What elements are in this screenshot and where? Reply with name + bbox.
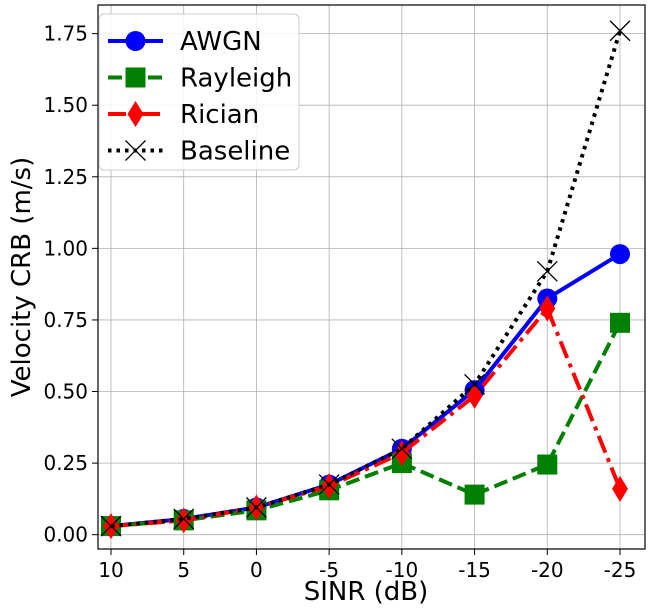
data-point	[610, 312, 630, 333]
data-point	[245, 497, 267, 518]
data-point	[391, 438, 413, 460]
axis-ticks: 10 5 0 -5 -10 -15 -20 -25 0.00 0.25 0.50 0.75 1.00 1.…	[43, 22, 636, 582]
data-point	[610, 244, 630, 265]
data-point	[100, 515, 122, 537]
series-baseline	[100, 20, 631, 537]
series-awgn	[101, 244, 630, 537]
data-point	[536, 260, 558, 282]
data-point	[609, 20, 631, 42]
legend-label: Baseline	[180, 137, 290, 167]
legend-marker	[127, 101, 144, 127]
legend-label: AWGN	[180, 27, 262, 57]
series-line	[110, 30, 622, 529]
y-tick-label: 1.00	[43, 236, 88, 260]
data-point	[464, 484, 485, 505]
data-point	[539, 295, 556, 322]
y-tick-label: 1.25	[43, 165, 88, 189]
x-tick-label: 10	[98, 558, 123, 582]
series-line	[110, 306, 622, 529]
data-point	[537, 454, 558, 475]
x-tick-label: 5	[177, 558, 190, 582]
legend-entry-rayleigh: Rayleigh	[108, 64, 292, 94]
legend-marker	[125, 67, 146, 88]
y-tick-label: 1.75	[43, 22, 88, 46]
legend-entry-baseline: Baseline	[108, 137, 290, 167]
legend-marker	[125, 140, 146, 161]
data-point	[466, 382, 483, 409]
legend-entry-awgn: AWGN	[108, 27, 262, 57]
x-tick-label: -10	[386, 558, 419, 582]
series-rayleigh	[101, 312, 630, 537]
x-tick-label: -20	[531, 558, 564, 582]
y-tick-label: 0.25	[43, 451, 88, 475]
series-rician	[103, 295, 628, 540]
y-tick-label: 0.75	[43, 308, 88, 332]
legend: AWGN Rayleigh Rician Baseline	[98, 13, 300, 171]
x-tick-label: 0	[250, 558, 263, 582]
grid-lines	[98, 5, 645, 549]
data-point	[175, 507, 192, 534]
legend-label: Rayleigh	[180, 64, 292, 94]
plot-frame	[97, 4, 646, 550]
y-tick-label: 1.50	[43, 93, 88, 117]
legend-box	[98, 13, 300, 171]
y-tick-label: 0.50	[43, 380, 88, 404]
data-point	[318, 474, 340, 496]
legend-marker	[125, 31, 146, 51]
data-point	[612, 475, 628, 502]
data-point	[173, 508, 195, 530]
x-tick-label: -5	[319, 558, 339, 582]
x-tick-label: -15	[458, 558, 491, 582]
legend-entry-rician: Rician	[108, 100, 259, 130]
series-layer	[100, 20, 631, 540]
series-line	[110, 321, 622, 529]
x-tick-label: -25	[604, 558, 637, 582]
data-point	[464, 373, 486, 395]
legend-label: Rician	[180, 100, 259, 130]
x-axis-title: SINR (dB)	[304, 577, 429, 607]
y-tick-label: 0.00	[43, 523, 88, 547]
y-axis-title: Velocity CRB (m/s)	[7, 157, 37, 398]
